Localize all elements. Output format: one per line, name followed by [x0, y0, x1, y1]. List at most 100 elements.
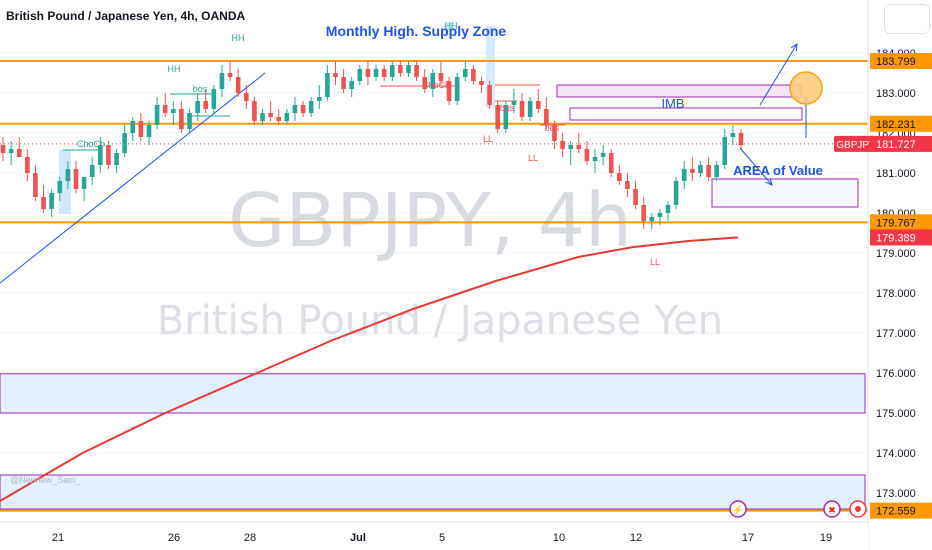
candle-body [276, 117, 282, 121]
candle-body [600, 153, 606, 157]
candle-body [511, 101, 517, 105]
chart-title: British Pound / Japanese Yen, 4h, OANDA [6, 9, 246, 23]
demand-zone [0, 474, 866, 510]
candle-body [33, 173, 38, 197]
annotation-swing: HH [445, 21, 458, 31]
x-tick-label: 19 [820, 532, 832, 544]
annotation-swing: HH [168, 64, 181, 74]
candle-body [179, 109, 184, 129]
candle-body [154, 105, 160, 125]
candle-body [89, 165, 95, 177]
toolbar-button[interactable] [884, 4, 930, 34]
annotation-swing: HH [232, 33, 245, 43]
candle-body [730, 133, 736, 137]
candle-body [706, 165, 711, 177]
candle-body [722, 137, 728, 165]
annotation-header: AREA of Value [733, 163, 823, 178]
candle-body [73, 169, 79, 189]
symbol-badge [834, 135, 878, 152]
candle-body [495, 105, 501, 129]
candle-body [130, 121, 136, 133]
candle-body [300, 105, 306, 113]
candle-body [592, 157, 598, 161]
candle-body [341, 77, 346, 89]
candle-body [381, 69, 387, 77]
price-badge [870, 502, 932, 519]
price-badge [870, 229, 932, 246]
candle-body [114, 153, 119, 165]
event-icon [823, 500, 841, 518]
y-tick-label: 175.000 [876, 408, 916, 420]
candle-body [698, 165, 703, 173]
candle-body [681, 169, 687, 181]
candle-body [454, 77, 460, 101]
candle-body [462, 69, 468, 77]
flag-icon: ✖ [828, 505, 836, 515]
y-tick-label: 174.000 [876, 448, 916, 460]
candle-body [487, 85, 492, 105]
candle-body [714, 165, 719, 177]
candle-body [235, 77, 241, 93]
candle-body [633, 189, 638, 205]
candle-body [422, 77, 428, 89]
candle-body [584, 149, 590, 161]
candle-body [568, 145, 573, 149]
candle-body [292, 105, 298, 113]
price-badge [870, 53, 932, 70]
price-axis [868, 0, 932, 550]
candle-body [625, 181, 630, 189]
annotation-structure: bos [500, 103, 515, 113]
candle-body [203, 101, 209, 109]
annotation-swing: LL [483, 134, 493, 144]
annotation-structure: ChoCh [422, 80, 450, 90]
candle-body [16, 149, 22, 157]
x-tick-label: 28 [244, 532, 256, 544]
candle-body [641, 205, 646, 221]
arrow-up-head [790, 43, 798, 52]
annotation-structure: bos [193, 84, 208, 94]
x-tick-label: 21 [52, 532, 64, 544]
candle-body [657, 213, 663, 217]
candle-body [438, 73, 444, 81]
candle-body [738, 133, 744, 145]
candle-body [268, 113, 273, 117]
candle-body [252, 101, 257, 121]
y-tick-label: 173.000 [876, 488, 916, 500]
highlight-box [486, 26, 495, 108]
candle-body [479, 81, 484, 85]
arrow-down [739, 147, 773, 186]
candle-body [544, 109, 549, 125]
candle-body [560, 141, 565, 149]
candle-body [471, 69, 476, 81]
candle-body [333, 73, 338, 77]
price-badge-label: 179.767 [876, 217, 916, 229]
candle-body [673, 181, 679, 205]
record-icon [855, 506, 861, 512]
candle-body [527, 101, 533, 117]
candle-body [373, 69, 379, 77]
price-badge [870, 214, 932, 231]
x-tick-label: Jul [350, 532, 366, 544]
candle-body [325, 73, 330, 97]
y-tick-label: 181.000 [876, 168, 916, 180]
candle-body [65, 169, 71, 181]
price-badge-label: 172.559 [876, 506, 916, 518]
trendline [0, 72, 266, 284]
candle-body [243, 93, 249, 101]
candle-body [357, 69, 363, 81]
lightning-icon: ⚡ [732, 504, 743, 516]
candle-body [41, 197, 46, 209]
candle-body [8, 149, 14, 153]
candle-body [398, 65, 403, 73]
candle-body [414, 65, 419, 77]
watermark-name: British Pound / Japanese Yen [157, 298, 723, 344]
candle-body [552, 125, 557, 141]
candle-body [138, 121, 144, 137]
candle-body [195, 101, 200, 113]
candle-body [446, 81, 452, 101]
candle-body [535, 101, 541, 109]
arrow-down-head [765, 178, 773, 186]
y-tick-label: 176.000 [876, 368, 916, 380]
candle-body [227, 73, 233, 77]
